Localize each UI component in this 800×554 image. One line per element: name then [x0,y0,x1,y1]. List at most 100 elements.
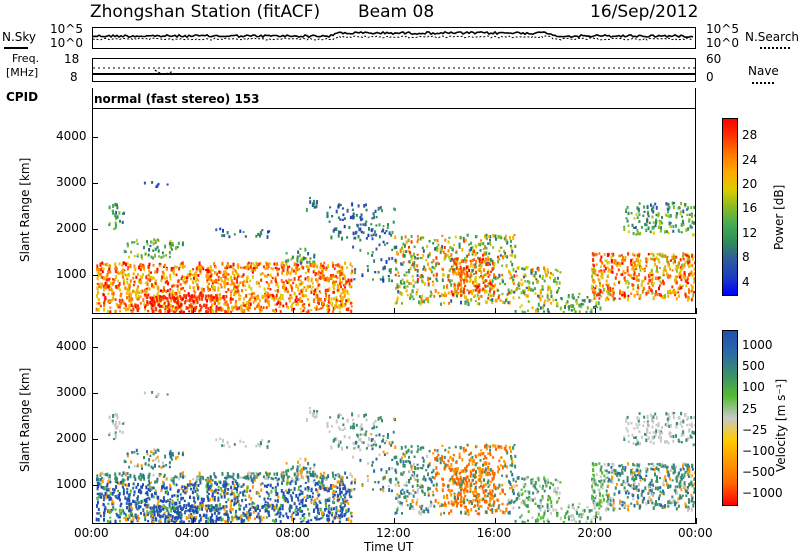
velocity-cell [424,477,427,482]
velocity-cell [447,450,450,454]
velocity-cell [109,491,112,496]
power-cell [443,256,446,260]
power-cell [466,279,469,283]
power-cell [96,271,99,275]
velocity-cell [101,471,104,475]
velocity-cell [167,515,170,518]
power-cell [139,295,142,299]
power-cell [647,253,650,256]
power-cell [421,246,424,249]
power-cell [580,302,583,306]
velocity-cell [189,507,192,510]
power-cell [179,264,182,268]
velocity-cell [132,486,135,490]
velocity-cell [485,510,488,515]
velocity-cell [249,473,252,476]
power-cell [503,301,506,305]
velocity-cell [367,462,370,465]
velocity-cell [324,477,327,481]
power-cell [280,261,283,264]
velocity-cell [127,517,129,521]
power-cell [650,257,653,261]
velocity-cell [287,515,290,520]
power-cell [118,211,121,215]
power-cell [688,255,690,258]
power-cell [675,215,678,219]
power-cell [649,203,652,207]
velocity-cell [219,516,222,520]
power-cell [294,298,297,303]
power-cell [255,234,258,238]
velocity-cell [437,501,440,505]
power-cell [359,248,362,252]
power-cell [201,293,203,298]
velocity-cell [226,492,229,495]
velocity-cell [471,455,474,459]
power-cell [470,241,473,245]
power-cell [661,222,664,225]
power-cell [182,261,184,265]
power-cell [662,254,665,258]
velocity-cell [359,448,362,452]
power-cell [474,275,477,280]
power-cell [677,266,680,269]
power-cell [197,266,200,270]
velocity-cell [119,480,122,485]
power-cell [286,266,289,269]
power-cell [503,249,506,253]
power-cell [134,267,137,272]
velocity-cell [213,507,216,511]
velocity-cell [341,514,344,518]
velocity-cell [133,465,136,468]
velocity-cell [316,410,319,413]
power-cell [277,301,280,305]
velocity-cell [217,489,220,492]
velocity-cell [237,499,240,503]
power-cell [351,265,354,268]
velocity-cell [414,478,417,481]
velocity-cell [262,475,265,479]
power-cell [667,202,670,207]
power-cell [341,297,344,302]
power-cell [692,293,695,298]
velocity-cell [176,516,179,520]
power-cell [455,251,458,254]
power-cell [354,231,357,235]
velocity-cell [345,509,348,513]
velocity-cell [213,499,216,502]
power-cell [400,292,403,296]
power-cell [223,280,226,285]
power-cell [328,220,331,223]
power-cell [594,269,597,273]
velocity-cell [370,433,373,436]
velocity-cell [337,414,340,419]
power-cell [166,298,169,302]
power-cell [128,306,131,310]
power-cell [372,212,375,216]
power-cell [405,274,408,277]
velocity-cell [157,459,160,463]
velocity-cell [220,518,223,522]
power-cell [453,283,456,288]
velocity-cell [269,498,272,501]
power-cell [235,305,238,309]
velocity-cell [223,507,226,511]
power-cell [370,223,373,226]
power-cell [458,246,461,249]
power-cell [427,262,429,267]
power-cell [654,262,656,267]
power-cell [606,266,609,269]
velocity-cell [141,466,143,470]
velocity-cell [107,480,110,485]
noise-sky-legend-line [4,47,28,49]
power-cell [385,229,388,233]
power-cell [473,250,476,254]
power-cell [416,264,419,268]
power-cell [623,225,626,228]
power-cell [240,308,243,313]
power-cell [435,247,438,252]
velocity-cell [351,418,354,421]
power-cell [141,265,143,269]
power-cell [352,245,355,249]
velocity-cell [148,472,151,476]
